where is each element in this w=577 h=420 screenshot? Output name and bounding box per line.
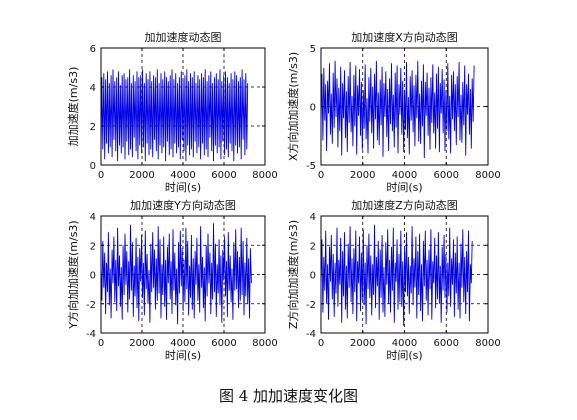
chart-title: 加加速度Z方向动态图 xyxy=(351,198,458,212)
y-tick-label: -4 xyxy=(306,329,316,340)
x-tick-label: 4000 xyxy=(170,338,195,349)
y-tick-label: 0 xyxy=(90,161,96,172)
y-tick-label: 6 xyxy=(90,44,96,55)
x-tick-label: 8000 xyxy=(252,338,277,349)
x-tick-label: 2000 xyxy=(129,338,154,349)
x-axis-label: 时间(s) xyxy=(165,181,201,194)
x-axis-label: 时间(s) xyxy=(165,349,201,362)
x-tick-label: 0 xyxy=(98,170,104,181)
y-tick-label: 0 xyxy=(90,271,96,282)
y-tick-label: -2 xyxy=(86,300,96,311)
x-tick-label: 8000 xyxy=(475,170,500,181)
x-tick-label: 8000 xyxy=(475,338,500,349)
y-tick-label: -2 xyxy=(306,300,316,311)
y-axis-label: 加加速度(m/s3) xyxy=(66,67,80,147)
chart-panel-2: 0 2000 4000 6000 8000-505加加速度X方向动态图时间(s)X方向加… xyxy=(286,30,501,194)
y-tick-label: 2 xyxy=(310,241,316,252)
x-tick-label: 0 xyxy=(98,338,104,349)
y-tick-label: 4 xyxy=(90,212,96,223)
y-tick-label: 2 xyxy=(90,241,96,252)
series-line xyxy=(320,60,475,159)
x-axis-label: 时间(s) xyxy=(386,181,422,194)
x-tick-label: 4000 xyxy=(392,338,417,349)
y-tick-label: 0 xyxy=(310,103,316,114)
x-tick-label: 6000 xyxy=(211,170,236,181)
x-tick-label: 2000 xyxy=(350,170,375,181)
series-line xyxy=(100,69,249,162)
x-tick-label: 0 xyxy=(318,170,324,181)
y-tick-label: 4 xyxy=(310,212,316,223)
x-tick-label: 4000 xyxy=(170,170,195,181)
x-tick-label: 2000 xyxy=(129,170,154,181)
y-tick-label: 0 xyxy=(310,271,316,282)
y-axis-label: Y方向加加速度(m/s3) xyxy=(66,220,80,329)
x-tick-label: 2000 xyxy=(350,338,375,349)
x-tick-label: 6000 xyxy=(211,338,236,349)
x-tick-label: 6000 xyxy=(434,170,459,181)
y-tick-label: -5 xyxy=(306,161,316,172)
x-tick-label: 4000 xyxy=(392,170,417,181)
y-tick-label: 2 xyxy=(90,122,96,133)
chart-title: 加加速度X方向动态图 xyxy=(351,30,458,44)
y-axis-label: X方向加加速度(m/s3) xyxy=(286,52,300,161)
y-tick-label: 5 xyxy=(310,44,316,55)
x-tick-label: 6000 xyxy=(434,338,459,349)
y-axis-label: Z方向加加速度(m/s3) xyxy=(286,220,300,329)
x-tick-label: 0 xyxy=(318,338,324,349)
series-line xyxy=(320,224,473,326)
figure-caption: 图 4 加加速度变化图 xyxy=(218,387,359,405)
chart-title: 加加速度动态图 xyxy=(145,30,222,44)
series-line xyxy=(100,223,252,325)
x-tick-label: 8000 xyxy=(252,170,277,181)
y-tick-label: 4 xyxy=(90,83,96,94)
y-tick-label: -4 xyxy=(86,329,96,340)
x-axis-label: 时间(s) xyxy=(386,349,422,362)
chart-title: 加加速度Y方向动态图 xyxy=(130,198,236,212)
